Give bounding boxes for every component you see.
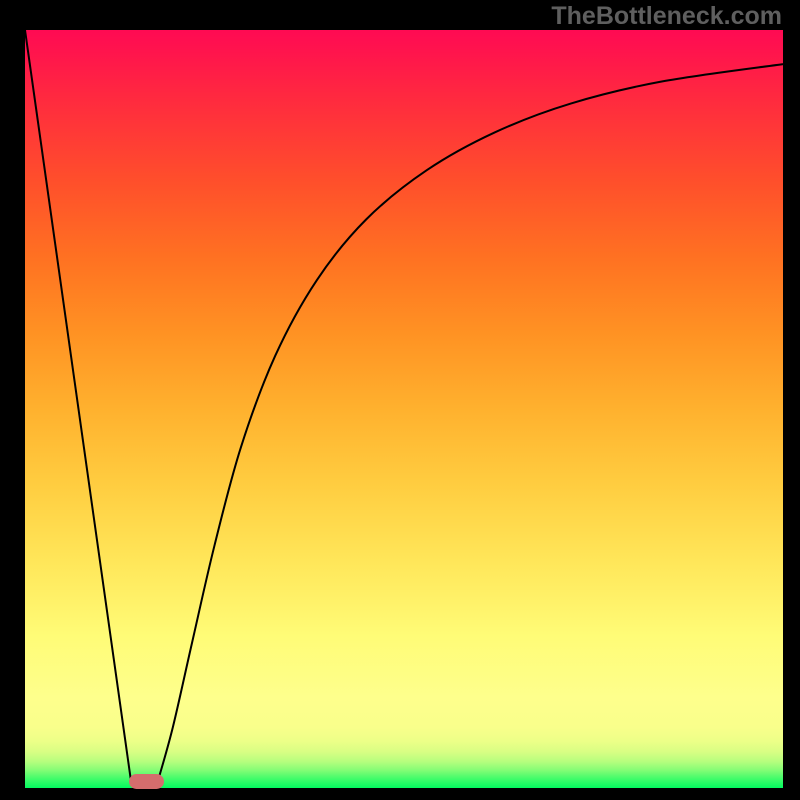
chart-container: TheBottleneck.com	[0, 0, 800, 800]
watermark-text: TheBottleneck.com	[551, 2, 782, 31]
valley-marker	[129, 774, 164, 789]
right-curve	[158, 64, 783, 782]
curve-layer	[0, 0, 800, 800]
left-line	[25, 30, 131, 782]
